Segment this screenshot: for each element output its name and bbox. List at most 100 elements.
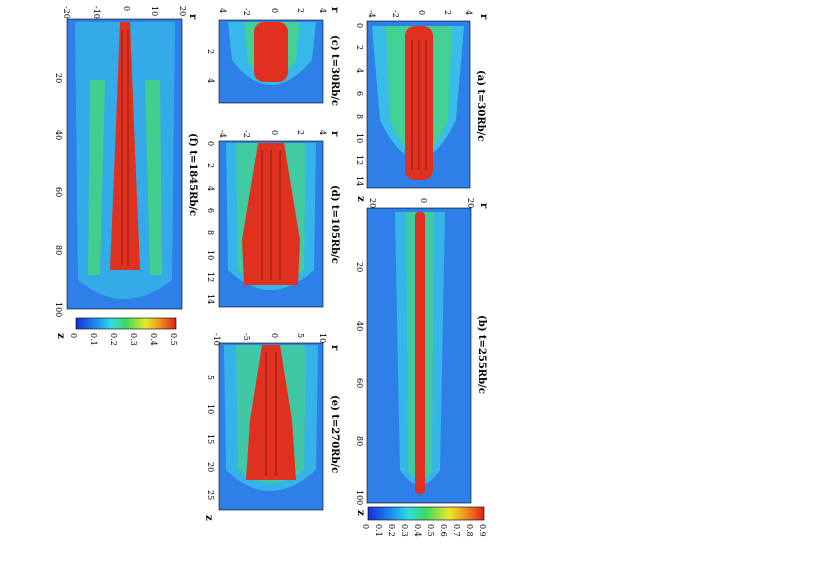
svg-text:-2: -2 xyxy=(242,8,251,16)
panel-b: (b) t=255Rb/c r z 20 0 20 20 40 60 80 10… xyxy=(355,198,489,516)
svg-text:-2: -2 xyxy=(391,10,400,18)
panel-e-r-label: r xyxy=(329,345,340,351)
svg-text:0.2: 0.2 xyxy=(109,333,118,346)
panel-d-r-label: r xyxy=(329,131,340,137)
svg-text:20: 20 xyxy=(206,462,215,472)
panel-e-title: (e) t=270Rb/c xyxy=(329,395,340,473)
panel-f-jet xyxy=(110,22,140,270)
panel-e-z-label: z xyxy=(203,515,214,521)
svg-text:80: 80 xyxy=(355,436,364,446)
svg-text:60: 60 xyxy=(355,378,364,388)
svg-text:-20: -20 xyxy=(62,6,71,19)
svg-text:20: 20 xyxy=(54,73,63,83)
panel-e-z-ticks: 5 10 15 20 25 xyxy=(206,375,215,500)
svg-text:10: 10 xyxy=(355,133,364,143)
panel-c-title: (c) t=30Rb/c xyxy=(329,35,340,106)
panel-c-r-label: r xyxy=(329,7,340,13)
panel-d-arrows xyxy=(261,150,281,280)
svg-text:0.4: 0.4 xyxy=(413,524,422,537)
svg-text:-4: -4 xyxy=(367,10,376,18)
panel-e: (e) t=270Rb/c r z -10 -5 0 5 10 5 10 15 … xyxy=(203,333,340,521)
svg-text:-10: -10 xyxy=(92,6,101,19)
svg-text:5: 5 xyxy=(206,375,215,380)
svg-text:4: 4 xyxy=(464,10,473,15)
panel-b-title: (b) t=255Rb/c xyxy=(476,315,487,394)
svg-text:10: 10 xyxy=(206,404,215,414)
svg-text:40: 40 xyxy=(355,321,364,331)
svg-text:-4: -4 xyxy=(218,130,227,138)
svg-text:0: 0 xyxy=(419,198,428,203)
panel-f: (f) t=1845Rb/c r -20 -10 0 10 20 20 40 6… xyxy=(54,6,198,317)
panel-a-r-ticks: -4 -2 0 2 4 xyxy=(367,10,473,18)
svg-text:2: 2 xyxy=(355,45,364,50)
svg-text:10: 10 xyxy=(318,333,327,343)
panel-a-z-ticks: 0 2 4 6 8 10 12 14 xyxy=(355,23,364,186)
panel-e-arrows xyxy=(265,352,277,476)
svg-text:0: 0 xyxy=(355,23,364,28)
svg-text:20: 20 xyxy=(355,262,364,272)
svg-text:10: 10 xyxy=(150,6,159,16)
svg-text:2: 2 xyxy=(206,49,215,54)
svg-text:0: 0 xyxy=(122,6,131,11)
svg-text:8: 8 xyxy=(206,230,215,235)
panel-d-title: (d) t=105Rb/c xyxy=(329,185,340,264)
panel-f-shell-left xyxy=(88,80,105,275)
svg-text:60: 60 xyxy=(54,187,63,197)
svg-text:0.5: 0.5 xyxy=(426,524,435,537)
svg-text:100: 100 xyxy=(54,302,63,317)
svg-text:0: 0 xyxy=(69,333,78,338)
svg-text:4: 4 xyxy=(318,8,327,13)
panel-c-jet xyxy=(254,22,288,82)
panel-b-z-label: z xyxy=(355,510,366,516)
panel-b-r-ticks: 20 0 20 xyxy=(368,198,475,208)
panel-f-z-label: z xyxy=(55,333,66,339)
panel-a-r-label: r xyxy=(478,14,489,20)
svg-text:0: 0 xyxy=(270,333,279,338)
svg-text:0.8: 0.8 xyxy=(465,524,474,537)
svg-text:20: 20 xyxy=(466,198,475,208)
svg-text:0.1: 0.1 xyxy=(374,524,383,537)
svg-text:4: 4 xyxy=(206,78,215,83)
svg-text:8: 8 xyxy=(355,114,364,119)
panel-a-arrows xyxy=(411,40,427,170)
svg-text:4: 4 xyxy=(355,68,364,73)
panel-c-r-ticks: 4 -2 0 2 4 xyxy=(218,8,327,16)
svg-text:0: 0 xyxy=(361,524,370,529)
svg-text:-10: -10 xyxy=(212,333,221,346)
svg-text:0.3: 0.3 xyxy=(129,333,138,346)
panel-f-title: (f) t=1845Rb/c xyxy=(187,133,198,216)
svg-text:12: 12 xyxy=(355,155,364,165)
svg-text:12: 12 xyxy=(206,272,215,282)
panel-f-arrows xyxy=(121,30,129,265)
panel-f-r-ticks: -20 -10 0 10 20 xyxy=(62,6,187,19)
panel-a-title: (a) t=30Rb/c xyxy=(475,70,486,141)
svg-text:4: 4 xyxy=(206,186,215,191)
svg-text:40: 40 xyxy=(54,130,63,140)
svg-text:0.5: 0.5 xyxy=(169,333,178,346)
panel-d-z-ticks: 0 2 4 6 8 10 12 14 xyxy=(206,141,215,304)
panel-a-z-label: z xyxy=(355,196,366,202)
panel-c-z-ticks: 2 4 xyxy=(206,49,215,83)
svg-text:14: 14 xyxy=(355,176,364,186)
panel-a: (a) t=30Rb/c r z -4 -2 0 2 4 0 2 4 6 8 1… xyxy=(355,10,489,202)
svg-text:0.3: 0.3 xyxy=(400,524,409,537)
colorbar-small-ticks: 0 0.1 0.2 0.3 0.4 0.5 xyxy=(69,333,178,346)
svg-text:6: 6 xyxy=(355,91,364,96)
panel-d: (d) t=105Rb/c r -4 -2 0 2 4 0 2 4 6 8 10… xyxy=(206,130,340,308)
svg-text:2: 2 xyxy=(206,163,215,168)
svg-text:0: 0 xyxy=(206,141,215,146)
svg-text:15: 15 xyxy=(206,434,215,444)
panel-f-r-label: r xyxy=(187,14,198,20)
svg-text:20: 20 xyxy=(178,6,187,16)
panel-b-z-ticks: 20 40 60 80 100 xyxy=(355,262,364,505)
svg-text:25: 25 xyxy=(206,490,215,500)
svg-text:14: 14 xyxy=(206,294,215,304)
panel-b-jet xyxy=(415,212,425,494)
svg-text:10: 10 xyxy=(206,250,215,260)
svg-text:0.2: 0.2 xyxy=(387,524,396,537)
svg-text:0: 0 xyxy=(270,130,279,135)
svg-text:2: 2 xyxy=(443,10,452,15)
svg-text:0.1: 0.1 xyxy=(89,333,98,346)
svg-text:100: 100 xyxy=(355,490,364,505)
